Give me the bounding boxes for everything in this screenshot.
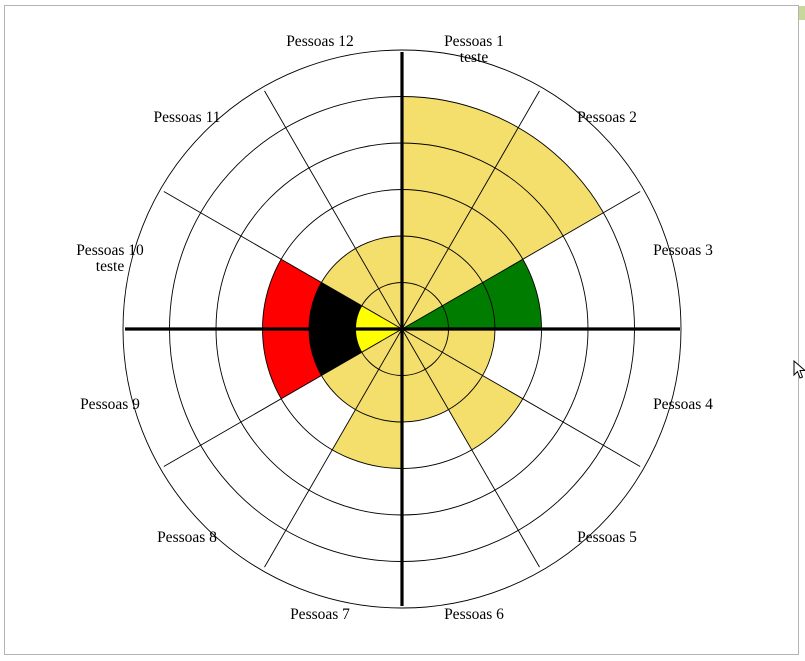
sector-9-band-3 <box>262 329 322 399</box>
sector-6-band-1 <box>402 329 449 422</box>
sector-label-5: Pessoas 5 <box>577 529 637 546</box>
spoke-9 <box>163 328 403 467</box>
sector-label-1-line-2: teste <box>460 49 489 66</box>
sector-label-2-line-1: Pessoas 2 <box>577 109 637 126</box>
sector-2-band-1 <box>402 127 604 329</box>
sector-10-band-2 <box>309 282 362 329</box>
sector-label-2: Pessoas 2 <box>577 109 637 126</box>
spoke-8 <box>264 328 403 568</box>
sector-1-band-1 <box>402 96 519 329</box>
sector-9-band-1 <box>355 329 402 353</box>
sector-label-1-line-1: Pessoas 1 <box>444 33 504 50</box>
sector-3-band-1 <box>402 259 542 329</box>
sector-12-band-1 <box>355 236 402 329</box>
spoke-3 <box>401 191 641 330</box>
sector-fills <box>262 96 604 469</box>
spoke-11 <box>163 191 403 330</box>
sector-label-3: Pessoas 3 <box>653 242 713 259</box>
sector-9-band-2 <box>309 329 362 376</box>
spoke-12 <box>264 90 403 330</box>
sector-label-10: Pessoas 10 teste <box>76 242 144 275</box>
sector-label-12-line-1: Pessoas 12 <box>286 33 354 50</box>
sector-10-band-3 <box>262 259 322 329</box>
sector-label-11: Pessoas 11 <box>153 109 220 126</box>
spoke-2 <box>401 90 540 330</box>
sector-label-8-line-1: Pessoas 8 <box>157 529 217 546</box>
sector-label-4: Pessoas 4 <box>653 396 713 413</box>
sector-label-10-line-2: teste <box>96 258 125 275</box>
spoke-lines <box>163 90 641 568</box>
spoke-5 <box>401 328 641 467</box>
sector-label-7-line-1: Pessoas 7 <box>290 606 350 623</box>
sector-label-10-line-1: Pessoas 10 <box>76 242 144 259</box>
window-edge-marker <box>799 6 805 20</box>
sector-label-6-line-1: Pessoas 6 <box>444 606 504 623</box>
sector-10-band-1 <box>355 305 402 329</box>
sector-label-8: Pessoas 8 <box>157 529 217 546</box>
sector-label-11-line-1: Pessoas 11 <box>153 109 220 126</box>
sector-label-9-line-1: Pessoas 9 <box>80 396 140 413</box>
sector-label-12: Pessoas 12 <box>286 33 354 50</box>
ring-6 <box>122 49 682 609</box>
sector-label-3-line-1: Pessoas 3 <box>653 242 713 259</box>
sector-label-6: Pessoas 6 <box>444 606 504 623</box>
sector-label-5-line-1: Pessoas 5 <box>577 529 637 546</box>
sector-11-band-1 <box>321 248 402 329</box>
mouse-pointer-icon <box>793 360 805 379</box>
sector-label-9: Pessoas 9 <box>80 396 140 413</box>
sector-7-band-1 <box>332 329 402 469</box>
sector-5-band-1 <box>402 329 523 450</box>
sector-label-1: Pessoas 1 teste <box>444 33 504 66</box>
sector-label-4-line-1: Pessoas 4 <box>653 396 713 413</box>
main-axes <box>125 52 680 606</box>
sector-8-band-1 <box>321 329 402 410</box>
sector-4-band-1 <box>402 329 495 376</box>
spoke-6 <box>401 328 540 568</box>
sector-label-7: Pessoas 7 <box>290 606 350 623</box>
